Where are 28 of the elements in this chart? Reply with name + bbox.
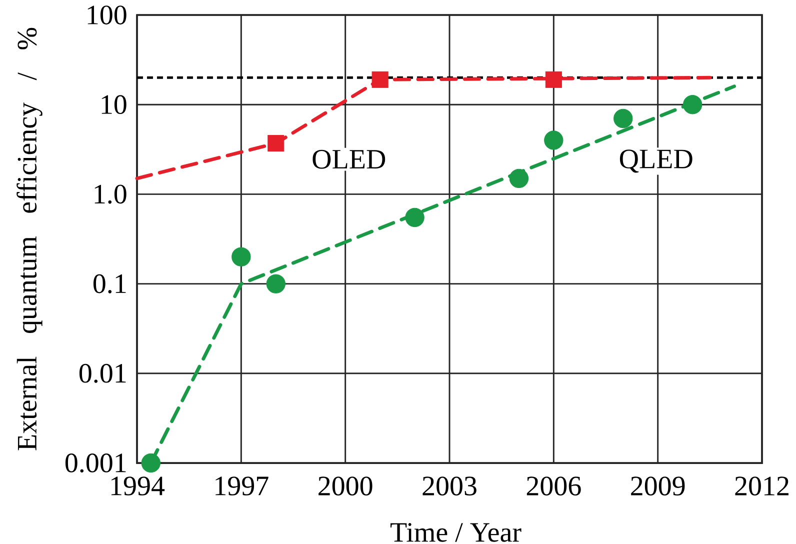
x-tick-label: 1994 bbox=[111, 476, 165, 496]
x-tick-label: 2006 bbox=[526, 476, 581, 496]
series-label: OLED bbox=[312, 150, 386, 169]
x-axis-title: Time / Year bbox=[390, 523, 522, 542]
x-tick-label: 1997 bbox=[216, 476, 268, 496]
point bbox=[405, 208, 424, 228]
y-tick-label: 0.1 bbox=[93, 274, 126, 294]
y-tick-label: 10 bbox=[102, 95, 126, 114]
x-tick-label: 2012 bbox=[735, 476, 788, 496]
x-tick-label: 2009 bbox=[631, 476, 685, 496]
y-axis-title: External quantum efficiency / % bbox=[16, 28, 42, 450]
y-tick-label: 0.001 bbox=[65, 454, 126, 473]
point bbox=[545, 71, 562, 88]
point bbox=[141, 453, 160, 473]
point bbox=[614, 108, 633, 128]
x-tick-label: 2003 bbox=[422, 476, 476, 496]
series-label: QLED bbox=[620, 150, 692, 173]
point bbox=[544, 130, 564, 150]
x-tick-label: 2000 bbox=[318, 476, 372, 496]
point bbox=[266, 274, 286, 294]
point bbox=[232, 247, 251, 266]
point bbox=[268, 135, 284, 152]
y-tick-label: 1.0 bbox=[94, 184, 126, 204]
y-tick-label: 0.01 bbox=[79, 364, 126, 383]
point bbox=[509, 168, 529, 188]
y-tick-label: 100 bbox=[88, 6, 126, 24]
point bbox=[372, 71, 388, 88]
point bbox=[682, 95, 702, 114]
